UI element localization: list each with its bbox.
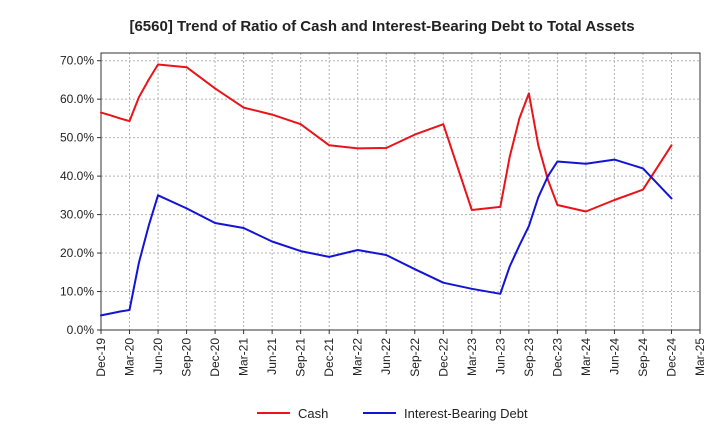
x-tick-label: Mar-21 (237, 338, 251, 376)
x-tick-label: Dec-22 (436, 338, 450, 377)
plot-area-frame (100, 52, 701, 331)
x-tick-label: Jun-21 (265, 338, 279, 375)
y-tick-label: 30.0% (60, 208, 94, 222)
x-tick-label: Dec-21 (322, 338, 336, 377)
y-tick-label: 10.0% (60, 285, 94, 299)
y-tick-label: 50.0% (60, 131, 94, 145)
x-tick-label: Jun-22 (379, 338, 393, 375)
x-tick-label: Dec-19 (94, 338, 108, 377)
x-tick-label: Jun-20 (151, 338, 165, 375)
x-tick-label: Dec-24 (664, 338, 678, 377)
x-tick-label: Mar-22 (351, 338, 365, 376)
x-tick-label: Sep-21 (294, 338, 308, 377)
x-tick-label: Mar-25 (693, 338, 707, 376)
x-tick-label: Sep-22 (408, 338, 422, 377)
x-tick-label: Sep-24 (636, 338, 650, 377)
x-tick-label: Dec-20 (208, 338, 222, 377)
x-tick-label: Jun-24 (607, 338, 621, 375)
x-tick-label: Dec-23 (550, 338, 564, 377)
y-tick-label: 60.0% (60, 92, 94, 106)
legend: Cash Interest-Bearing Debt (257, 406, 528, 421)
y-tick-label: 40.0% (60, 169, 94, 183)
series-line-cash (100, 63, 673, 213)
x-tick-label: Mar-24 (579, 338, 593, 376)
gridlines (101, 53, 700, 330)
y-tick-label: 70.0% (60, 54, 94, 68)
x-tick-label: Mar-23 (465, 338, 479, 376)
legend-item: Cash (257, 406, 328, 421)
series-layer (100, 63, 673, 317)
legend-item: Interest-Bearing Debt (363, 406, 528, 421)
y-tick-label: 20.0% (60, 246, 94, 260)
x-tick-label: Sep-23 (522, 338, 536, 377)
y-tick-label: 0.0% (67, 323, 95, 337)
x-axis: Dec-19 Mar-20 Jun-20 Sep-20 Dec-20 Mar-21 Jun-… (94, 330, 707, 377)
x-tick-label: Jun-23 (493, 338, 507, 375)
series-line-interest-bearing-debt (100, 158, 673, 317)
chart-title: [6560] Trend of Ratio of Cash and Intere… (129, 18, 634, 35)
legend-label: Cash (298, 406, 328, 421)
x-tick-label: Mar-20 (123, 338, 137, 376)
legend-label: Interest-Bearing Debt (404, 406, 528, 421)
y-axis: 0.0% 10.0% 20.0% 30.0% 40.0% 50.0% 60.0% 70.0% (60, 54, 101, 337)
x-tick-label: Sep-20 (180, 338, 194, 377)
